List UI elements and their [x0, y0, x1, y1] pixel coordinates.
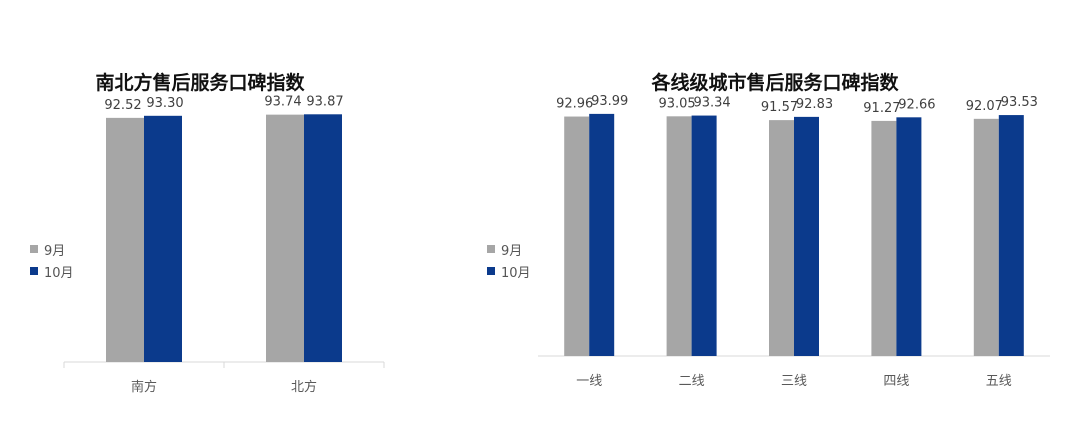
data-label-oct: 92.66	[898, 97, 935, 112]
chart-title: 南北方售后服务口碑指数	[95, 72, 305, 94]
bar-oct	[896, 117, 922, 356]
bar-sep	[871, 120, 897, 357]
legend-swatch-sep	[487, 245, 495, 253]
category-label: 三线	[781, 374, 807, 389]
category-label: 五线	[986, 374, 1012, 389]
legend-swatch-oct	[487, 267, 495, 275]
bar-sep	[973, 118, 999, 357]
legend-swatch-oct	[30, 267, 38, 275]
data-label-sep: 92.07	[966, 99, 1003, 114]
region-bar-plot: 92.52 93.30 南方 93.74 93.87 北方	[63, 94, 385, 395]
chart-title: 各线级城市售后服务口碑指数	[651, 72, 899, 94]
bar-sep	[106, 117, 144, 362]
legend-label-sep: 9月	[44, 243, 66, 259]
data-label-oct: 93.87	[306, 94, 343, 109]
city-tier-chart: 各线级城市售后服务口碑指数 92.96 93.99 一线 93.05 93.34 二线 91…	[470, 0, 1080, 429]
data-label-sep: 92.52	[104, 98, 141, 113]
bar-oct	[304, 114, 342, 363]
bar-oct	[144, 115, 182, 362]
category-label: 四线	[883, 374, 909, 389]
legend-item-sep: 9月	[487, 238, 531, 260]
category-label: 北方	[291, 379, 317, 395]
data-label-sep: 93.05	[658, 96, 695, 111]
bar-sep	[666, 116, 692, 356]
legend-label-sep: 9月	[501, 243, 523, 259]
bar-oct	[998, 115, 1024, 356]
data-label-sep: 93.74	[264, 95, 301, 110]
legend: 9月 10月	[30, 238, 74, 282]
data-label-sep: 91.27	[863, 101, 900, 116]
legend-label-oct: 10月	[44, 265, 74, 281]
bar-oct	[589, 113, 615, 356]
legend-item-oct: 10月	[487, 260, 531, 282]
data-label-sep: 92.96	[556, 97, 593, 112]
bar-oct	[691, 115, 717, 356]
bar-sep	[266, 114, 304, 362]
bar-sep	[769, 120, 794, 356]
category-label: 一线	[576, 374, 602, 389]
legend: 9月 10月	[487, 238, 531, 282]
legend-swatch-sep	[30, 245, 38, 253]
bar-oct	[794, 116, 819, 357]
category-label: 二线	[679, 374, 705, 389]
legend-item-sep: 9月	[30, 238, 74, 260]
data-label-oct: 93.99	[591, 94, 628, 109]
legend-item-oct: 10月	[30, 260, 74, 282]
data-label-oct: 93.34	[693, 96, 730, 111]
data-label-oct: 93.53	[1001, 95, 1038, 110]
legend-label-oct: 10月	[501, 265, 531, 281]
region-chart: 南北方售后服务口碑指数 92.52 93.30 南方 93.74 93.87 北方 9月 …	[0, 0, 400, 429]
category-label: 南方	[131, 379, 157, 395]
data-label-oct: 93.30	[146, 96, 183, 111]
data-label-sep: 91.57	[761, 100, 798, 115]
data-label-oct: 92.83	[796, 97, 833, 112]
bar-sep	[564, 116, 590, 357]
